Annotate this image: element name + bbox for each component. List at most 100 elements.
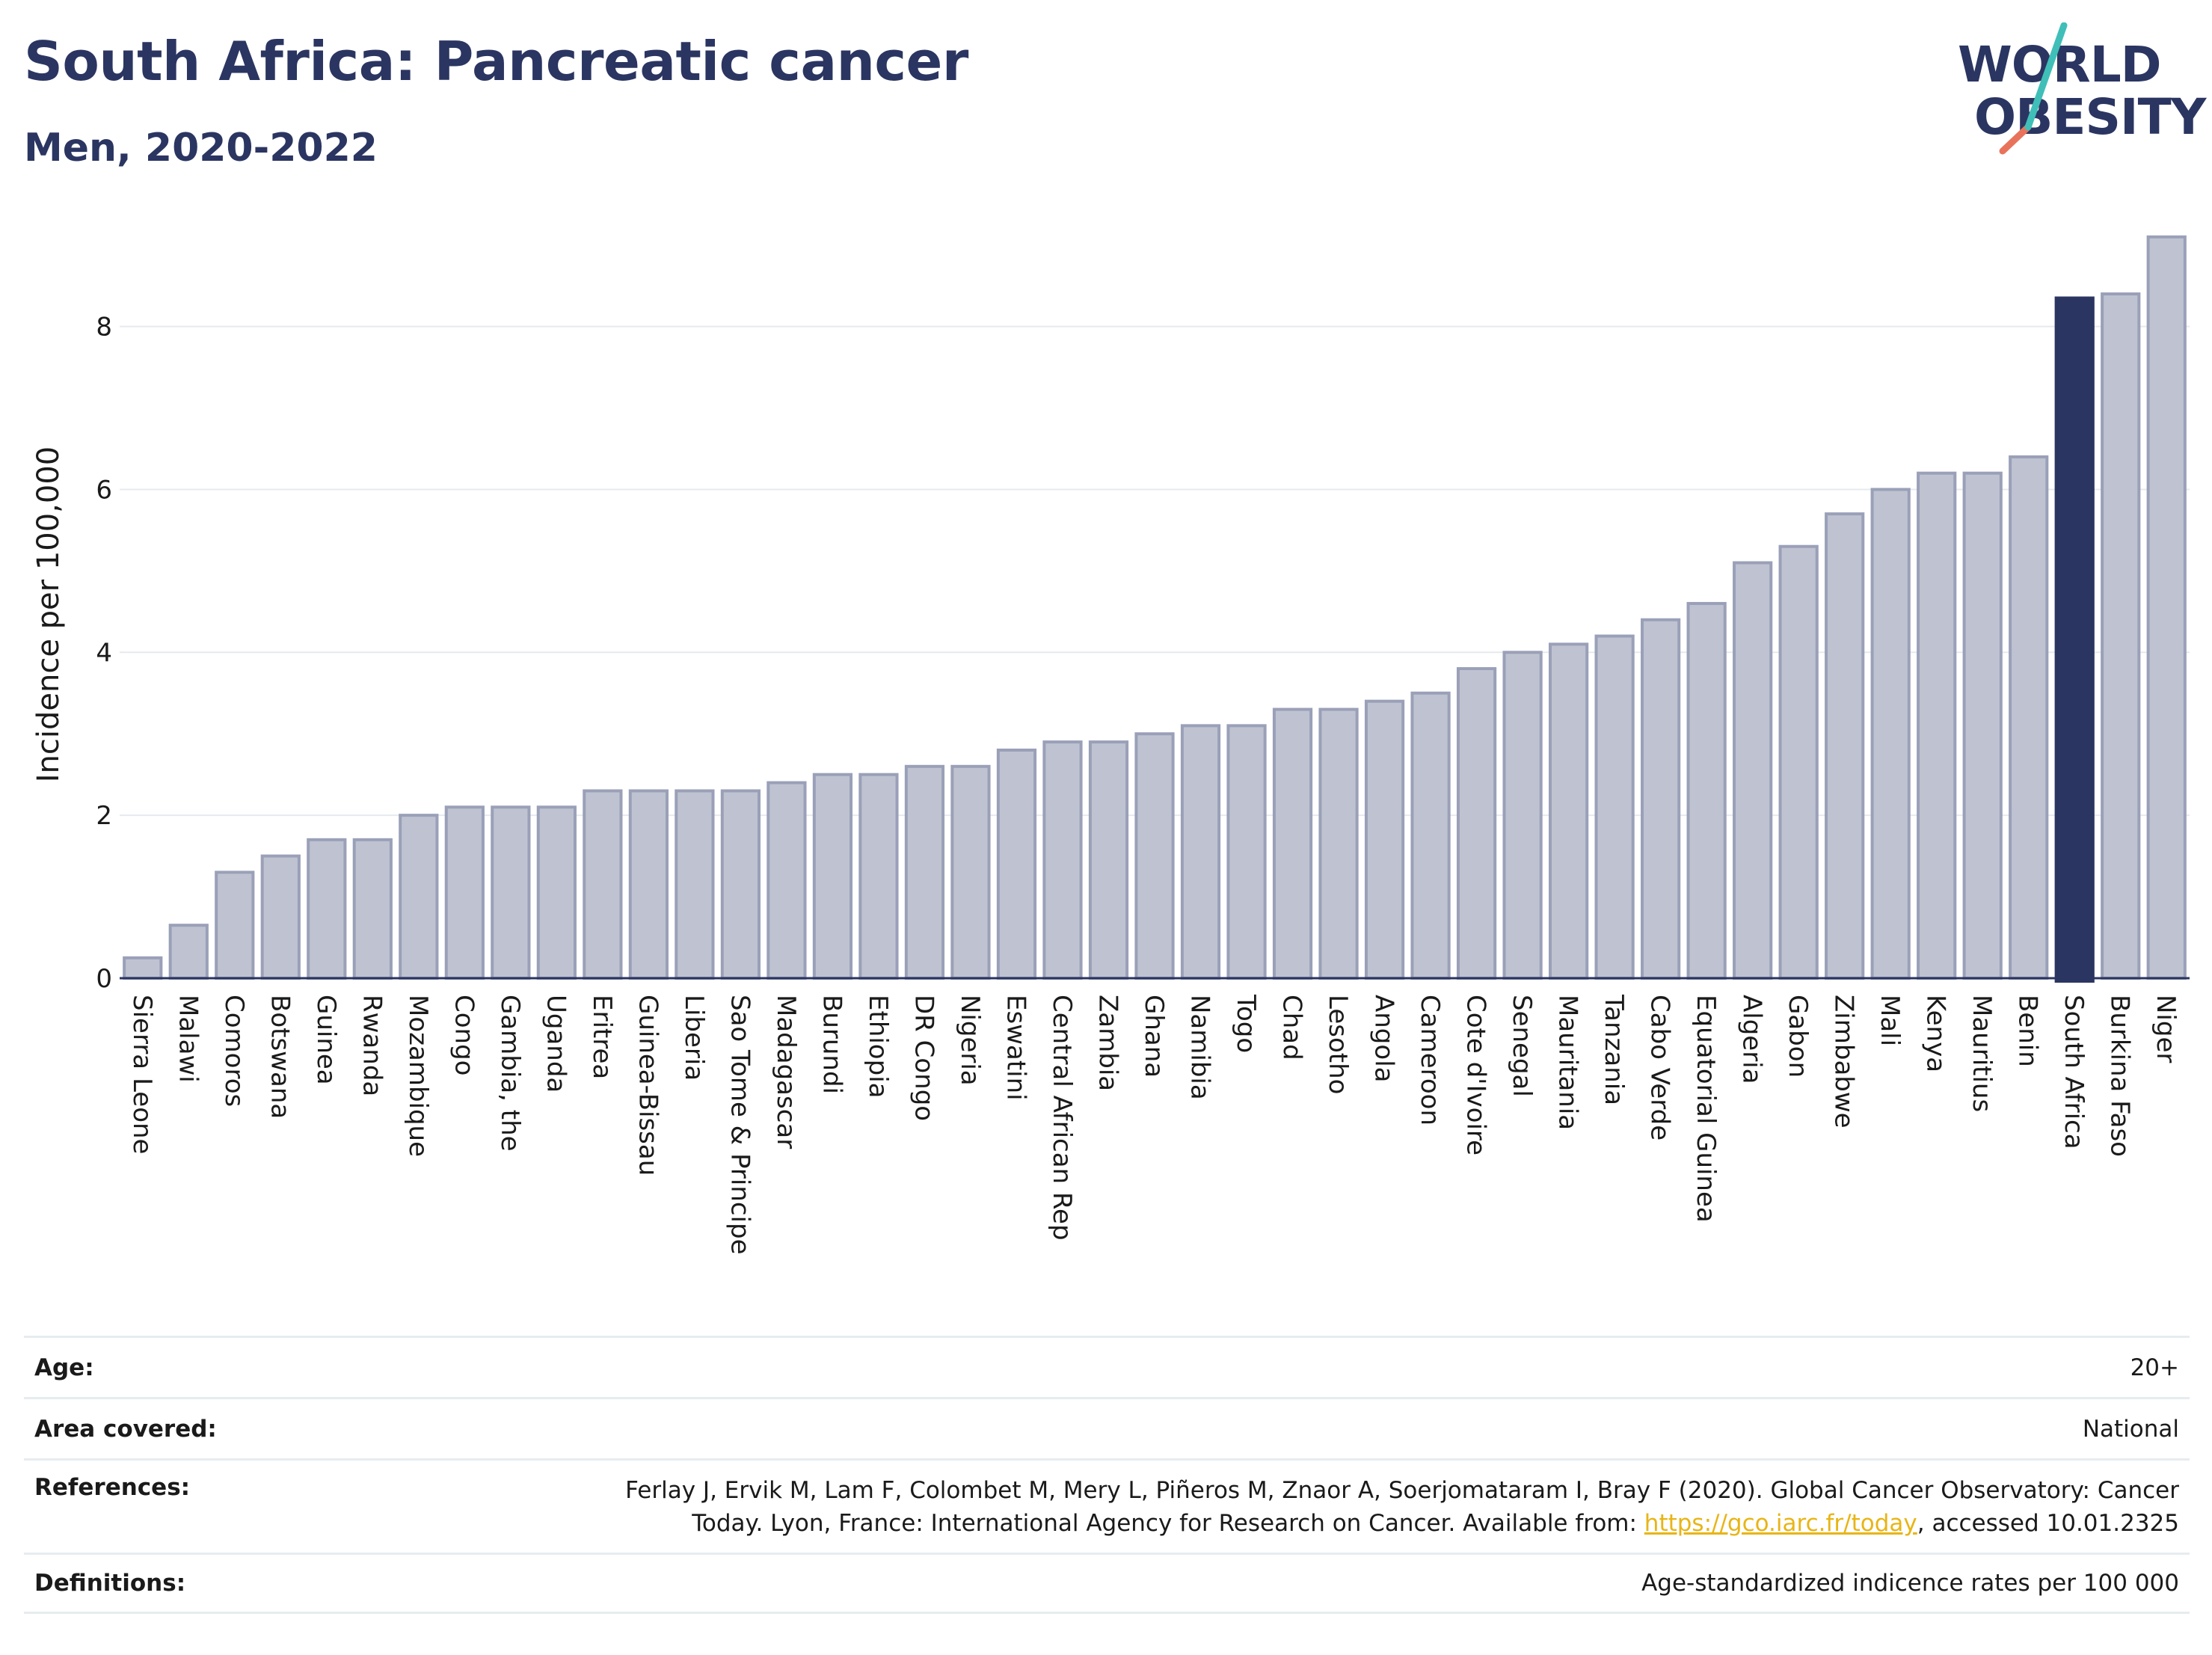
x-tick-label: Uganda xyxy=(541,995,571,1093)
reference-text: Ferlay J, Ervik M, Lam F, Colombet M, Me… xyxy=(625,1477,2179,1537)
bar xyxy=(2054,296,2095,983)
x-tick-label: Benin xyxy=(2013,995,2043,1067)
x-tick-label: Niger xyxy=(2151,995,2181,1063)
x-tick-label: Botswana xyxy=(265,995,295,1119)
bar xyxy=(1778,544,1819,980)
y-tick-label: 6 xyxy=(96,475,112,505)
x-tick-label: Kenya xyxy=(1921,995,1951,1072)
bar xyxy=(444,805,485,980)
bar xyxy=(1318,707,1359,980)
bar xyxy=(858,773,899,980)
bar xyxy=(1686,601,1727,980)
y-tick-label: 4 xyxy=(96,638,112,668)
bar xyxy=(1226,724,1267,980)
bar xyxy=(720,789,761,980)
bar xyxy=(1502,651,1543,980)
bar xyxy=(307,838,347,980)
x-tick-label: Ghana xyxy=(1139,995,1169,1078)
x-tick-label: Zambia xyxy=(1093,995,1122,1091)
bars xyxy=(123,235,2187,983)
x-tick-label: Algeria xyxy=(1737,995,1767,1084)
x-tick-label: Central African Rep xyxy=(1047,995,1077,1241)
metadata-label: Definitions: xyxy=(34,1570,186,1597)
bar xyxy=(123,956,163,980)
bar xyxy=(1088,740,1129,980)
bar xyxy=(1410,691,1451,980)
bar xyxy=(1825,512,1865,980)
chart-title: South Africa: Pancreatic cancer xyxy=(24,30,968,93)
x-tick-label: Guinea-Bissau xyxy=(633,995,663,1176)
axes: 0 2 4 6 8 Sierra Leone Malawi Comoros Botswana Gu… xyxy=(96,313,2190,1255)
bar xyxy=(1870,488,1911,980)
metadata-value: Ferlay J, Ervik M, Lam F, Colombet M, Me… xyxy=(564,1474,2179,1540)
metadata-label: Area covered: xyxy=(34,1415,217,1443)
metadata-row-definitions: Definitions: Age-standardized indicence … xyxy=(24,1553,2190,1614)
x-tick-label: Equatorial Guinea xyxy=(1691,995,1721,1223)
bar xyxy=(1134,732,1175,980)
bar xyxy=(491,805,531,980)
x-tick-label: Liberia xyxy=(679,995,709,1081)
bar xyxy=(766,781,807,980)
x-tick-label: Sierra Leone xyxy=(127,995,157,1154)
bar xyxy=(536,805,577,980)
logo-line-2: OBESITY xyxy=(1974,88,2206,146)
x-tick-label: Eswatini xyxy=(1001,995,1030,1101)
bar xyxy=(1733,561,1773,980)
x-tick-label: Madagascar xyxy=(771,995,801,1149)
x-tick-label: Malawi xyxy=(173,995,203,1083)
x-tick-label: Sao Tome & Principe xyxy=(725,995,755,1255)
x-tick-label: Namibia xyxy=(1185,995,1215,1100)
x-tick-label: Comoros xyxy=(219,995,249,1107)
bar xyxy=(399,814,439,980)
metadata-label: References: xyxy=(34,1474,191,1501)
bar xyxy=(904,764,945,980)
x-tick-label: Lesotho xyxy=(1323,995,1353,1094)
x-tick-label: Guinea xyxy=(311,995,341,1085)
bar-chart: 0 2 4 6 8 Sierra Leone Malawi Comoros Botswana Gu… xyxy=(31,235,2190,1255)
metadata-row-references: References: Ferlay J, Ervik M, Lam F, Co… xyxy=(24,1458,2190,1553)
x-tick-label: Rwanda xyxy=(357,995,387,1096)
x-tick-label: Mozambique xyxy=(403,995,433,1157)
bar xyxy=(996,749,1037,980)
x-tick-label: Nigeria xyxy=(955,995,985,1086)
bar xyxy=(1548,642,1589,980)
x-tick-label: Eritrea xyxy=(587,995,617,1079)
bar xyxy=(260,854,301,980)
x-tick-label: DR Congo xyxy=(909,995,938,1121)
metadata-value: 20+ xyxy=(2130,1354,2179,1381)
x-tick-label: Mauritius xyxy=(1967,995,1997,1112)
x-tick-label: Chad xyxy=(1277,995,1307,1060)
x-tick-label: Congo xyxy=(449,995,479,1075)
reference-accessed: , accessed 10.01.2325 xyxy=(1917,1510,2179,1537)
bar xyxy=(215,871,255,980)
x-tick-label: Burundi xyxy=(817,995,847,1094)
bar xyxy=(2009,455,2049,980)
x-tick-label: Senegal xyxy=(1507,995,1537,1097)
reference-link[interactable]: https://gco.iarc.fr/today xyxy=(1644,1510,1917,1537)
bar xyxy=(628,789,669,980)
x-tick-label: Gabon xyxy=(1783,995,1813,1078)
bar xyxy=(2146,235,2187,980)
x-tick-label: Mauritania xyxy=(1553,995,1583,1130)
x-tick-label: Togo xyxy=(1231,994,1261,1053)
x-tick-label: Cameroon xyxy=(1415,995,1445,1126)
x-tick-label: Ethiopia xyxy=(863,995,893,1098)
bar xyxy=(812,773,853,980)
bar xyxy=(168,924,209,980)
bar xyxy=(352,838,393,980)
x-tick-label: Mali xyxy=(1875,995,1905,1046)
metadata-row-area: Area covered: National xyxy=(24,1397,2190,1458)
world-obesity-logo: WORLD OBESITY xyxy=(1944,22,2206,157)
x-tick-label: Burkina Faso xyxy=(2105,995,2135,1157)
bar xyxy=(583,789,623,980)
bar xyxy=(1042,740,1083,980)
x-tick-label: Cote d'Ivoire xyxy=(1461,995,1491,1155)
bar xyxy=(2101,292,2141,980)
bar xyxy=(675,789,715,980)
y-axis-label: Incidence per 100,000 xyxy=(31,446,66,783)
x-tick-label: Tanzania xyxy=(1599,994,1629,1105)
x-tick-label: Angola xyxy=(1369,995,1399,1082)
metadata-value: Age-standardized indicence rates per 100… xyxy=(1641,1570,2179,1597)
metadata-label: Age: xyxy=(34,1354,94,1381)
x-tick-label: Gambia, the xyxy=(495,995,525,1152)
